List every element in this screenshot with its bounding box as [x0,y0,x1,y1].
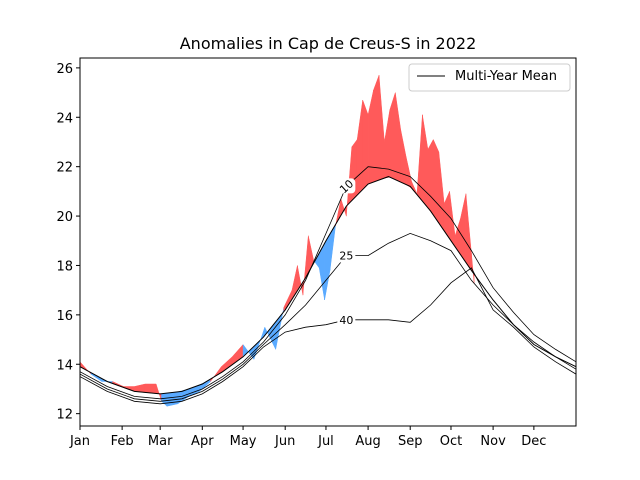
cold-anomaly-segment [166,391,179,407]
contour-label-bg-40 [337,311,356,327]
contour-line-10 [80,166,576,400]
contour-line-40 [80,267,576,405]
y-tick-label: 26 [56,62,73,77]
x-tick-label: Aug [355,434,380,449]
x-tick-label: Mar [148,434,173,449]
warm-anomaly-segment [427,139,434,216]
x-axis: Jan Feb Mar Apr May Jun Jul Aug Sep Oct Nov Dec [69,426,546,449]
legend: Multi-Year Mean [408,63,571,92]
warm-anomaly-segment [362,99,369,191]
x-tick-label: Jun [274,434,295,449]
contour-label-bg-25 [337,247,356,263]
contour-lines [80,166,576,405]
y-tick-label: 24 [56,111,73,126]
x-tick-label: Feb [111,434,134,449]
x-tick-label: Dec [521,434,546,449]
warm-anomaly-segment [433,139,440,224]
x-tick-label: Jan [69,434,90,449]
contour-line-25 [80,232,576,402]
chart-title: Anomalies in Cap de Creus-S in 2022 [180,34,477,53]
x-tick-label: Oct [440,434,462,449]
x-tick-label: Jul [317,434,334,449]
x-tick-label: Apr [191,434,214,449]
mean-line-group [80,176,576,395]
contour-label-bg-10 [337,178,356,194]
y-tick-label: 16 [56,309,73,324]
warm-anomaly-segment [144,383,157,394]
contour-label-25: 25 [339,250,353,263]
contour-label-40: 40 [339,314,353,327]
y-axis: 12 14 16 18 20 22 24 26 [56,62,80,423]
x-tick-label: Nov [480,434,506,449]
plot-frame [79,57,577,427]
y-tick-label: 20 [56,210,73,225]
y-tick-label: 12 [56,408,73,423]
y-tick-label: 14 [56,358,73,373]
legend-box [408,63,571,92]
warm-anomaly-segment [373,75,380,183]
mean-line [80,176,576,395]
y-tick-label: 18 [56,259,73,274]
x-tick-label: May [230,434,257,449]
y-tick-label: 22 [56,161,73,176]
legend-label: Multi-Year Mean [455,69,557,84]
x-tick-label: Sep [398,434,423,449]
